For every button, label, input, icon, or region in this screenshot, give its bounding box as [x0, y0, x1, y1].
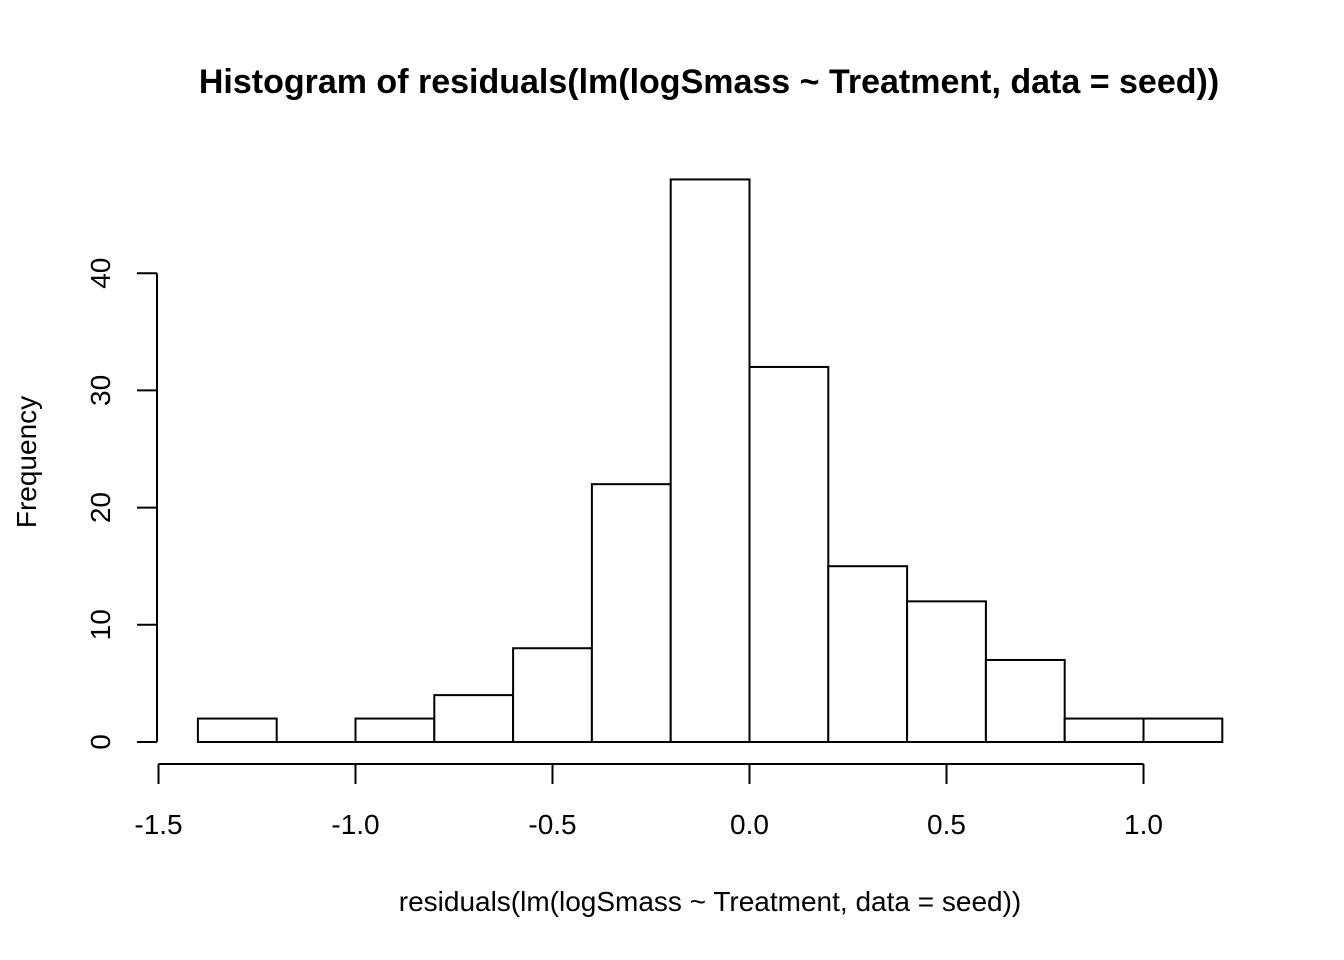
histogram-bar: [669, 178, 751, 743]
histogram-bar: [1142, 717, 1224, 743]
histogram-bar: [984, 658, 1066, 744]
y-tick-label: 0: [85, 734, 116, 750]
y-tick-label: 30: [85, 375, 116, 406]
x-tick-label: -1.5: [134, 809, 182, 840]
histogram-bar: [906, 600, 987, 743]
y-axis-label: Frequency: [11, 396, 42, 528]
histogram-bar: [354, 717, 436, 743]
histogram-bar: [590, 483, 672, 743]
x-axis-label: residuals(lm(logSmass ~ Treatment, data …: [399, 886, 1021, 917]
histogram-bar: [433, 694, 515, 743]
x-tick-label: -1.0: [331, 809, 379, 840]
y-tick-label: 20: [85, 492, 116, 523]
x-tick-label: 1.0: [1124, 809, 1163, 840]
chart-title: Histogram of residuals(lm(logSmass ~ Tre…: [199, 63, 1219, 101]
x-tick-label: 0.0: [730, 809, 769, 840]
histogram-bar: [512, 647, 593, 743]
histogram-bar: [748, 365, 830, 743]
y-axis: 0 10 20 30 40: [85, 258, 158, 750]
y-tick-label: 40: [85, 258, 116, 289]
x-tick-label: -0.5: [528, 809, 576, 840]
bars-group: [196, 178, 1224, 744]
histogram-bar: [196, 717, 278, 743]
y-tick-label: 10: [85, 609, 116, 640]
histogram-bar: [1063, 717, 1145, 743]
x-tick-label: 0.5: [927, 809, 966, 840]
histogram-bar: [827, 565, 909, 744]
x-axis: -1.5 -1.0 -0.5 0.0 0.5 1.0: [134, 763, 1163, 840]
